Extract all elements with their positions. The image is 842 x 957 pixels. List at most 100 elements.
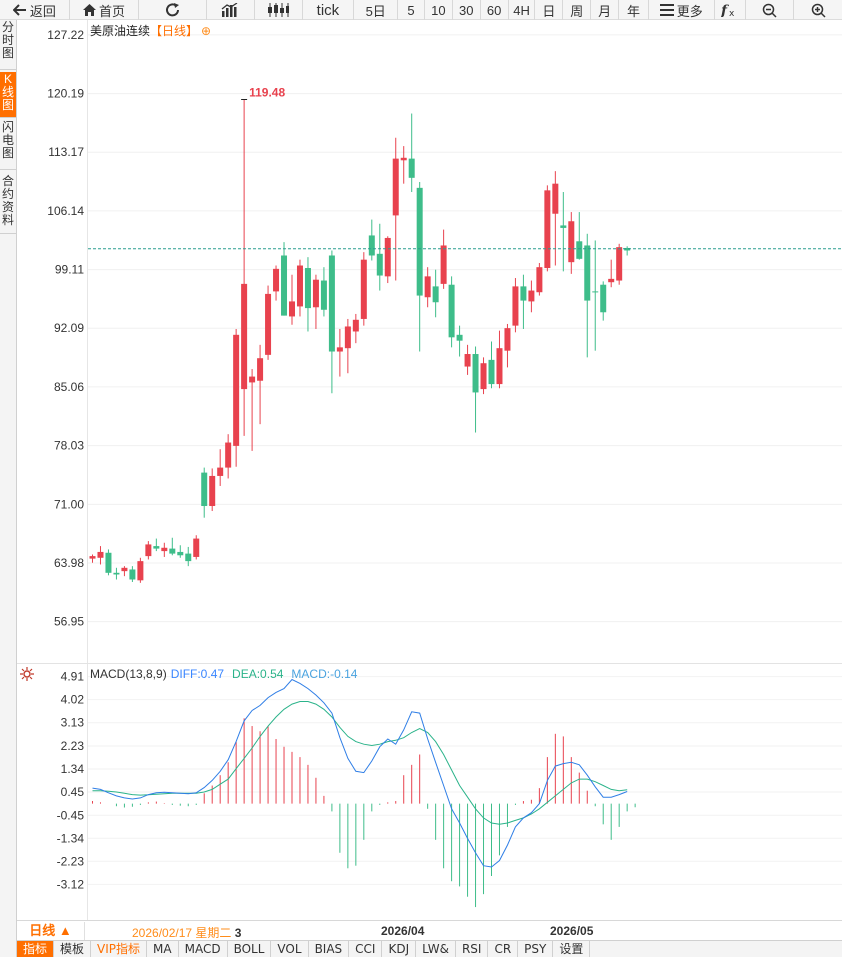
candle-body xyxy=(360,259,367,319)
candle-body xyxy=(89,556,96,559)
candle-body xyxy=(576,241,583,259)
period-year[interactable]: 年 xyxy=(619,0,649,20)
refresh-button[interactable] xyxy=(139,0,208,20)
indicator-tab-lw-[interactable]: LW& xyxy=(416,941,456,957)
indicator-tab-rsi[interactable]: RSI xyxy=(456,941,489,957)
candle-body xyxy=(257,358,264,381)
candle-body xyxy=(568,221,575,263)
candle-body xyxy=(304,268,311,309)
home-button[interactable]: 首页 xyxy=(70,0,140,20)
axis-separator xyxy=(87,20,88,920)
tick-button[interactable]: tick xyxy=(303,0,355,20)
macd-histogram xyxy=(92,718,636,908)
indicator-tab-kdj[interactable]: KDJ xyxy=(382,941,417,957)
chart-title: 美原油连续【日线】 ⊕ xyxy=(90,22,211,39)
indicator-tab-cci[interactable]: CCI xyxy=(349,941,383,957)
candle-body xyxy=(432,286,439,303)
candle-body xyxy=(344,326,351,349)
period-60min[interactable]: 60 xyxy=(481,0,509,20)
tab-timeshare[interactable]: 分时图 xyxy=(0,20,16,70)
back-button[interactable]: 返回 xyxy=(0,0,70,20)
zoom-out-button[interactable] xyxy=(746,0,795,20)
candle-body xyxy=(480,363,487,390)
kline-y-tick: 127.22 xyxy=(47,28,84,42)
indicator-tab-设置[interactable]: 设置 xyxy=(553,941,591,957)
indicator-tab-ma[interactable]: MA xyxy=(147,941,179,957)
period-month[interactable]: 月 xyxy=(591,0,620,20)
candle-body xyxy=(488,359,495,385)
indicator-tab-vip指标[interactable]: VIP指标 xyxy=(91,941,148,957)
indicator-tab-模板[interactable]: 模板 xyxy=(54,941,92,957)
back-arrow-icon xyxy=(12,4,26,16)
indicator-tab-指标[interactable]: 指标 xyxy=(17,941,55,957)
refresh-icon xyxy=(165,3,179,17)
macd-y-axis: 4.91 4.02 3.13 2.23 1.34 0.45 -0.45 -1.34 -2.23 -… xyxy=(57,670,85,892)
period-30min[interactable]: 30 xyxy=(453,0,481,20)
kline-y-axis: 127.22 120.19 113.17 106.14 99.11 92.09 85.06 7… xyxy=(47,28,84,629)
indicator-tab-vol[interactable]: VOL xyxy=(271,941,309,957)
zoom-in-icon xyxy=(811,3,826,18)
candle-body xyxy=(217,467,224,476)
kline-y-tick: 99.11 xyxy=(55,263,84,277)
indicator-tab-bias[interactable]: BIAS xyxy=(309,941,350,957)
kline-y-tick: 92.09 xyxy=(54,321,84,335)
toolbar: 返回 首页 tick 5日 5 10 30 60 4H 日 周 月 年 更多 f… xyxy=(0,0,842,20)
kline-y-tick: 63.98 xyxy=(54,556,84,570)
kline-y-tick: 85.06 xyxy=(54,380,84,394)
candle-body xyxy=(209,475,216,507)
candle-body xyxy=(496,348,503,385)
indicator-tab-macd[interactable]: MACD xyxy=(179,941,228,957)
period-5min[interactable]: 5 xyxy=(398,0,425,20)
period-day[interactable]: 日 xyxy=(535,0,564,20)
candle-body xyxy=(520,286,527,301)
more-button[interactable]: 更多 xyxy=(649,0,715,20)
candle-body xyxy=(281,255,288,316)
instrument-name: 美原油连续 xyxy=(90,24,151,38)
candle-style-button[interactable] xyxy=(255,0,303,20)
macd-y-tick: 4.02 xyxy=(61,693,85,707)
candle-body xyxy=(273,268,280,292)
period-10min[interactable]: 10 xyxy=(425,0,453,20)
candle-body xyxy=(512,286,519,326)
candle-body xyxy=(528,290,535,302)
period-selector[interactable]: 日线 ▲ xyxy=(17,922,85,940)
macd-y-tick: -1.34 xyxy=(57,831,85,845)
candle-body xyxy=(185,553,192,562)
candle-body xyxy=(448,284,455,338)
cursor-date-label: 2026/02/17 星期二 3 xyxy=(132,924,242,941)
zoom-in-button[interactable] xyxy=(794,0,842,20)
indicator-tab-boll[interactable]: BOLL xyxy=(228,941,272,957)
candle-body xyxy=(265,293,272,355)
candle-body xyxy=(201,472,208,507)
candle-body xyxy=(616,247,623,281)
candlestick-icon xyxy=(268,3,290,17)
indicator-tab-psy[interactable]: PSY xyxy=(518,941,554,957)
zoom-out-icon xyxy=(763,3,777,18)
indicator-tab-cr[interactable]: CR xyxy=(488,941,519,957)
candle-body xyxy=(241,283,248,390)
tab-contract-info[interactable]: 合约资料 xyxy=(0,174,16,234)
candle-body xyxy=(177,551,184,556)
candle-body xyxy=(249,376,256,383)
candle-body xyxy=(296,265,303,307)
kline-y-tick: 113.17 xyxy=(48,145,84,159)
candle-body xyxy=(584,245,591,301)
add-overlay-icon[interactable]: ⊕ xyxy=(201,24,212,38)
candle-body xyxy=(544,190,551,269)
period-5d[interactable]: 5日 xyxy=(354,0,399,20)
macd-y-tick: 3.13 xyxy=(61,716,85,730)
period-4h[interactable]: 4H xyxy=(509,0,536,20)
tab-flash-chart[interactable]: 闪电图 xyxy=(0,120,16,170)
indicator-settings-icon[interactable] xyxy=(20,667,34,681)
kline-grid xyxy=(88,34,842,623)
candle-body xyxy=(233,334,240,446)
period-week[interactable]: 周 xyxy=(563,0,592,20)
candle-body xyxy=(464,354,471,367)
candle-body xyxy=(137,561,144,581)
macd-y-tick: -2.23 xyxy=(57,854,85,868)
candle-body xyxy=(376,253,383,276)
chart-type-button[interactable] xyxy=(207,0,255,20)
